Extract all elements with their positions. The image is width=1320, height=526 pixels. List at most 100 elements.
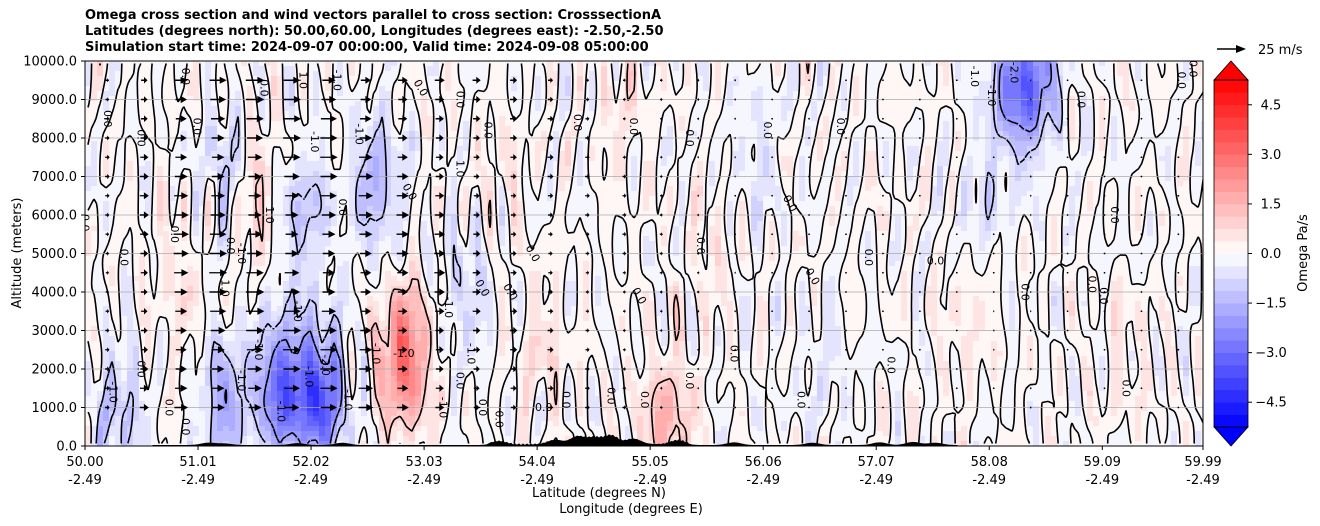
omega-cell — [517, 176, 524, 182]
omega-cell — [151, 216, 158, 222]
omega-cell — [205, 66, 212, 72]
omega-cell — [1153, 141, 1178, 147]
omega-cell — [169, 131, 176, 137]
omega-cell — [925, 231, 932, 237]
omega-cell — [367, 96, 374, 102]
omega-cell — [613, 81, 620, 87]
omega-cell — [211, 196, 218, 202]
omega-cell — [859, 186, 866, 192]
omega-cell — [457, 126, 464, 132]
omega-cell — [937, 171, 944, 177]
omega-cell — [169, 196, 176, 202]
omega-cell — [511, 186, 518, 192]
omega-cell — [865, 211, 878, 217]
omega-cell — [409, 266, 416, 272]
omega-cell — [805, 181, 812, 187]
omega-cell — [991, 221, 998, 227]
omega-cell — [757, 166, 764, 172]
omega-cell — [85, 71, 92, 77]
omega-cell — [433, 141, 440, 147]
omega-cell — [367, 101, 374, 107]
omega-cell — [319, 201, 326, 207]
omega-cell — [943, 261, 956, 267]
omega-cell — [1057, 76, 1064, 82]
omega-cell — [853, 111, 860, 117]
omega-cell — [139, 211, 146, 217]
omega-cell — [847, 166, 854, 172]
omega-cell — [1021, 226, 1034, 232]
omega-cell — [673, 221, 680, 227]
omega-cell — [625, 166, 632, 172]
omega-cell — [1057, 181, 1070, 187]
omega-cell — [1105, 111, 1112, 117]
omega-cell — [955, 171, 962, 177]
omega-cell — [379, 166, 386, 172]
omega-cell — [409, 86, 428, 92]
omega-cell — [673, 81, 686, 87]
omega-cell — [199, 206, 206, 212]
omega-cell — [91, 61, 98, 67]
omega-cell — [445, 111, 452, 117]
omega-cell — [247, 106, 254, 112]
omega-cell — [535, 186, 542, 192]
omega-cell — [727, 61, 746, 67]
omega-cell — [907, 76, 914, 82]
omega-cell — [925, 216, 944, 222]
omega-cell — [997, 221, 1010, 227]
omega-cell — [613, 86, 620, 92]
omega-cell — [547, 76, 560, 82]
omega-cell — [961, 196, 968, 202]
omega-cell — [889, 231, 896, 237]
omega-cell — [229, 96, 236, 102]
omega-cell — [571, 61, 578, 67]
omega-cell — [1123, 116, 1142, 122]
omega-cell — [283, 86, 290, 92]
omega-cell — [1141, 76, 1148, 82]
omega-cell — [691, 261, 698, 267]
omega-cell — [877, 261, 890, 267]
omega-cell — [1045, 211, 1064, 217]
omega-cell — [901, 61, 914, 67]
omega-cell — [1165, 241, 1184, 247]
omega-cell — [85, 176, 98, 182]
omega-cell — [589, 106, 596, 112]
omega-cell — [523, 71, 536, 77]
omega-cell — [265, 246, 272, 252]
omega-cell — [703, 86, 710, 92]
omega-cell — [727, 226, 734, 232]
omega-cell — [661, 241, 668, 247]
omega-cell — [379, 161, 386, 167]
omega-cell — [835, 101, 842, 107]
omega-cell — [673, 131, 686, 137]
omega-cell — [415, 96, 422, 102]
omega-cell — [403, 96, 416, 102]
omega-cell — [847, 161, 854, 167]
omega-cell — [205, 76, 212, 82]
omega-cell — [1201, 136, 1203, 142]
omega-cell — [1093, 146, 1100, 152]
omega-cell — [883, 146, 890, 152]
omega-cell — [355, 211, 368, 217]
omega-cell — [511, 256, 566, 262]
omega-cell — [367, 81, 380, 87]
omega-cell — [1195, 81, 1203, 87]
omega-cell — [937, 126, 944, 132]
omega-cell — [841, 91, 848, 97]
omega-cell — [1063, 141, 1070, 147]
omega-cell — [163, 86, 176, 92]
omega-cell — [1069, 126, 1076, 132]
omega-cell — [103, 171, 110, 177]
omega-cell — [1051, 186, 1070, 192]
omega-cell — [421, 216, 434, 222]
omega-cell — [643, 191, 656, 197]
omega-cell — [565, 216, 578, 222]
omega-cell — [319, 61, 326, 67]
omega-cell — [655, 161, 662, 167]
omega-cell — [337, 91, 344, 97]
omega-cell — [661, 226, 668, 232]
omega-cell — [103, 221, 110, 227]
omega-cell — [943, 106, 950, 112]
omega-cell — [361, 131, 368, 137]
omega-cell — [1063, 106, 1070, 112]
omega-cell — [613, 61, 620, 67]
